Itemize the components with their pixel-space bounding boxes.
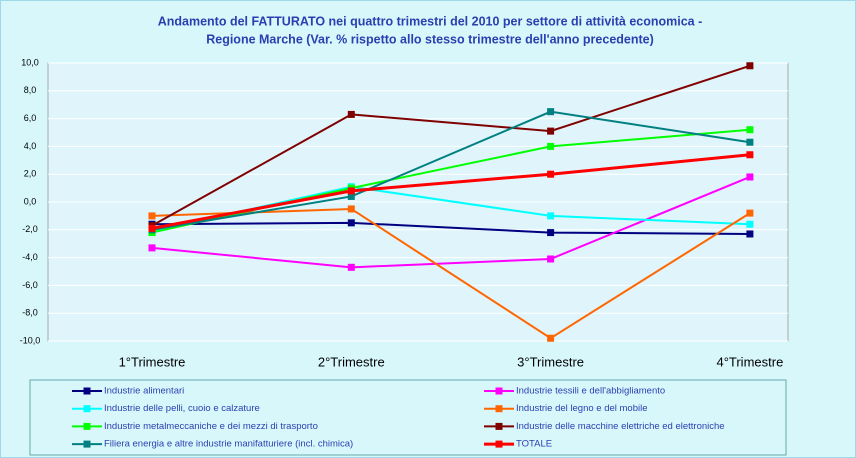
- y-tick-label: -10,0: [20, 335, 41, 345]
- legend-label: Filiera energia e altre industrie manifa…: [104, 439, 353, 450]
- data-point: [746, 126, 754, 134]
- legend-swatch-marker: [495, 405, 503, 413]
- data-point: [347, 187, 355, 195]
- data-point: [547, 170, 555, 178]
- data-point: [547, 255, 555, 263]
- series-line: [151, 64, 751, 227]
- data-point: [746, 230, 754, 238]
- data-point: [746, 209, 754, 217]
- legend-swatch-marker: [495, 440, 503, 448]
- series-line: [151, 221, 750, 235]
- data-point: [746, 62, 754, 70]
- legend-label: Industrie metalmeccaniche e dei mezzi di…: [104, 421, 318, 432]
- y-tick-label: 2,0: [24, 169, 37, 179]
- legend-label: Industrie del legno e del mobile: [516, 403, 648, 414]
- y-tick-label: -2,0: [22, 224, 38, 234]
- chart-subtitle: Regione Marche (Var. % rispetto allo ste…: [206, 32, 654, 46]
- data-point: [148, 212, 156, 220]
- series-line: [151, 110, 751, 231]
- data-point: [148, 244, 156, 252]
- data-point: [547, 334, 555, 342]
- data-point: [547, 142, 555, 150]
- grid: [48, 62, 788, 342]
- x-tick-label: 1°Trimestre: [119, 354, 186, 369]
- legend-swatch-marker: [495, 387, 503, 395]
- legend-label: Industrie tessili e dell'abbigliamento: [516, 386, 665, 397]
- data-point: [547, 108, 555, 116]
- chart-title: Andamento del FATTURATO nei quattro trim…: [158, 14, 703, 28]
- x-tick-label: 2°Trimestre: [318, 354, 385, 369]
- legend-swatch-marker: [83, 440, 91, 448]
- y-tick-label: 0,0: [24, 196, 37, 206]
- data-point: [148, 224, 156, 232]
- y-tick-label: 4,0: [24, 141, 37, 151]
- data-point: [547, 212, 555, 220]
- x-tick-label: 3°Trimestre: [517, 354, 584, 369]
- y-tick-label: -4,0: [22, 252, 38, 262]
- data-point: [347, 110, 355, 118]
- data-point: [347, 263, 355, 271]
- data-point: [746, 138, 754, 146]
- data-point: [746, 220, 754, 228]
- legend-label: Industrie delle macchine elettriche ed e…: [516, 421, 725, 432]
- series-line: [151, 153, 751, 230]
- y-tick-label: 8,0: [24, 85, 37, 95]
- series-group: [148, 62, 754, 342]
- y-tick-label: 10,0: [21, 57, 39, 67]
- data-point: [746, 173, 754, 181]
- data-point: [746, 151, 754, 159]
- x-tick-label: 4°Trimestre: [716, 354, 783, 369]
- data-point: [347, 219, 355, 227]
- y-tick-label: -8,0: [22, 308, 38, 318]
- series-line: [151, 176, 751, 269]
- data-point: [547, 127, 555, 135]
- legend-label: Industrie delle pelli, cuoio e calzature: [104, 403, 260, 414]
- legend-box: [29, 379, 787, 456]
- legend-label: Industrie alimentari: [104, 386, 184, 397]
- data-point: [547, 229, 555, 237]
- data-point: [347, 205, 355, 213]
- legend-label: TOTALE: [516, 439, 552, 450]
- y-tick-label: -6,0: [22, 280, 38, 290]
- data-point: [347, 192, 355, 200]
- legend-swatch-marker: [495, 422, 503, 430]
- legend-swatch-marker: [83, 422, 91, 430]
- legend-swatch-marker: [83, 387, 91, 395]
- legend-swatch-marker: [83, 405, 91, 413]
- y-tick-label: 6,0: [24, 113, 37, 123]
